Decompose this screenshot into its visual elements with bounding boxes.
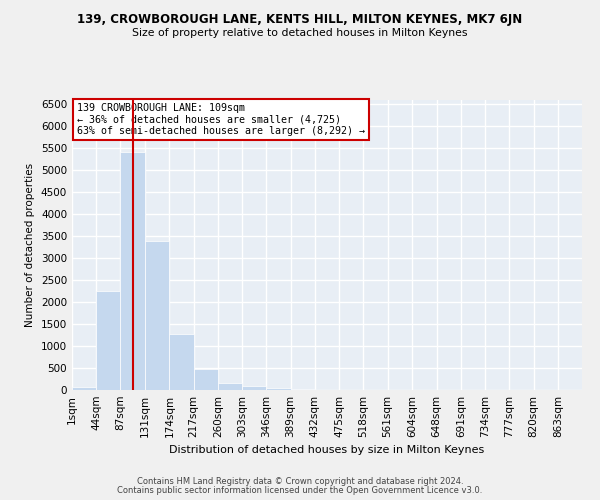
Text: Contains public sector information licensed under the Open Government Licence v3: Contains public sector information licen…	[118, 486, 482, 495]
Bar	[169, 334, 194, 390]
Bar	[242, 386, 266, 390]
Y-axis label: Number of detached properties: Number of detached properties	[25, 163, 35, 327]
Bar	[72, 387, 96, 390]
Text: 139, CROWBOROUGH LANE, KENTS HILL, MILTON KEYNES, MK7 6JN: 139, CROWBOROUGH LANE, KENTS HILL, MILTO…	[77, 12, 523, 26]
Bar	[96, 290, 121, 390]
Bar	[194, 370, 218, 390]
X-axis label: Distribution of detached houses by size in Milton Keynes: Distribution of detached houses by size …	[169, 446, 485, 456]
Bar	[290, 389, 315, 390]
Bar	[218, 383, 242, 390]
Bar	[266, 388, 290, 390]
Bar	[121, 152, 145, 390]
Text: 139 CROWBOROUGH LANE: 109sqm
← 36% of detached houses are smaller (4,725)
63% of: 139 CROWBOROUGH LANE: 109sqm ← 36% of de…	[77, 103, 365, 136]
Bar	[145, 242, 169, 390]
Text: Size of property relative to detached houses in Milton Keynes: Size of property relative to detached ho…	[132, 28, 468, 38]
Text: Contains HM Land Registry data © Crown copyright and database right 2024.: Contains HM Land Registry data © Crown c…	[137, 477, 463, 486]
